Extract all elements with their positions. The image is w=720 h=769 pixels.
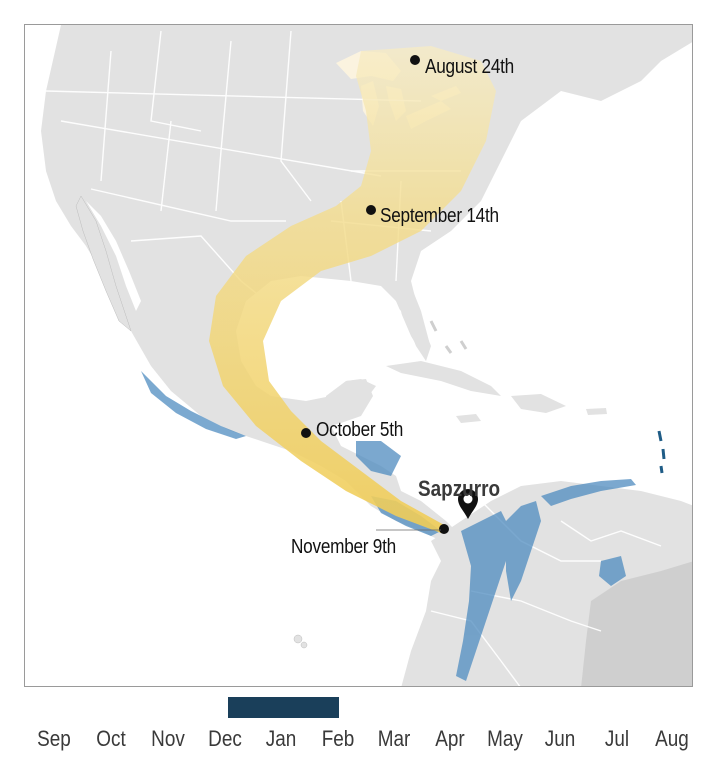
- yucatan-land: [326, 379, 373, 423]
- galapagos-islands: [293, 634, 303, 644]
- lesser-antilles: [657, 430, 666, 474]
- migration-timeline: Sep Oct Nov Dec Jan Feb Mar Apr May Jun …: [0, 690, 720, 769]
- month-label: Sep: [37, 726, 71, 751]
- waypoint-label-sep14: September 14th: [380, 205, 499, 227]
- brazil-land: [581, 561, 692, 686]
- month-label: Aug: [655, 726, 689, 751]
- timeline-highlight-bar: [228, 697, 339, 718]
- puerto-rico-land: [586, 408, 607, 415]
- baja-california-land: [75, 195, 132, 332]
- month-label: Oct: [96, 726, 126, 751]
- waypoint-label-nov9: November 9th: [291, 536, 396, 558]
- north-america-land: [41, 25, 692, 541]
- month-label: Nov: [151, 726, 185, 751]
- habitat-range: [141, 371, 636, 681]
- gulf-of-mexico: [251, 286, 406, 396]
- map-canvas: [41, 25, 692, 686]
- waypoint-dot-oct5: [301, 428, 311, 438]
- month-label: Feb: [321, 726, 355, 751]
- month-label: Jan: [265, 726, 297, 751]
- migration-route: [209, 46, 496, 533]
- migration-map: [24, 24, 693, 687]
- month-axis: Sep Oct Nov Dec Jan Feb Mar Apr May Jun …: [0, 728, 720, 758]
- florida-land: [386, 286, 429, 361]
- gulf-of-california: [86, 201, 141, 311]
- destination-label: Sapzurro: [418, 476, 501, 501]
- month-label: Mar: [377, 726, 411, 751]
- cuba-land: [386, 361, 501, 396]
- waypoint-dot-nov9: [439, 524, 449, 534]
- month-label: Jun: [544, 726, 576, 751]
- bahamas-land: [429, 320, 468, 354]
- jamaica-land: [456, 414, 481, 423]
- month-label: Dec: [208, 726, 242, 751]
- hispaniola-land: [511, 394, 566, 413]
- month-label: Apr: [435, 726, 465, 751]
- month-label: Jul: [604, 726, 630, 751]
- waypoint-dot-sep14: [366, 205, 376, 215]
- month-label: May: [487, 726, 523, 751]
- waypoint-label-aug24: August 24th: [425, 56, 514, 78]
- waypoint-dot-aug24: [410, 55, 420, 65]
- map-pin-icon: [458, 489, 478, 519]
- waypoint-label-oct5: October 5th: [316, 419, 404, 441]
